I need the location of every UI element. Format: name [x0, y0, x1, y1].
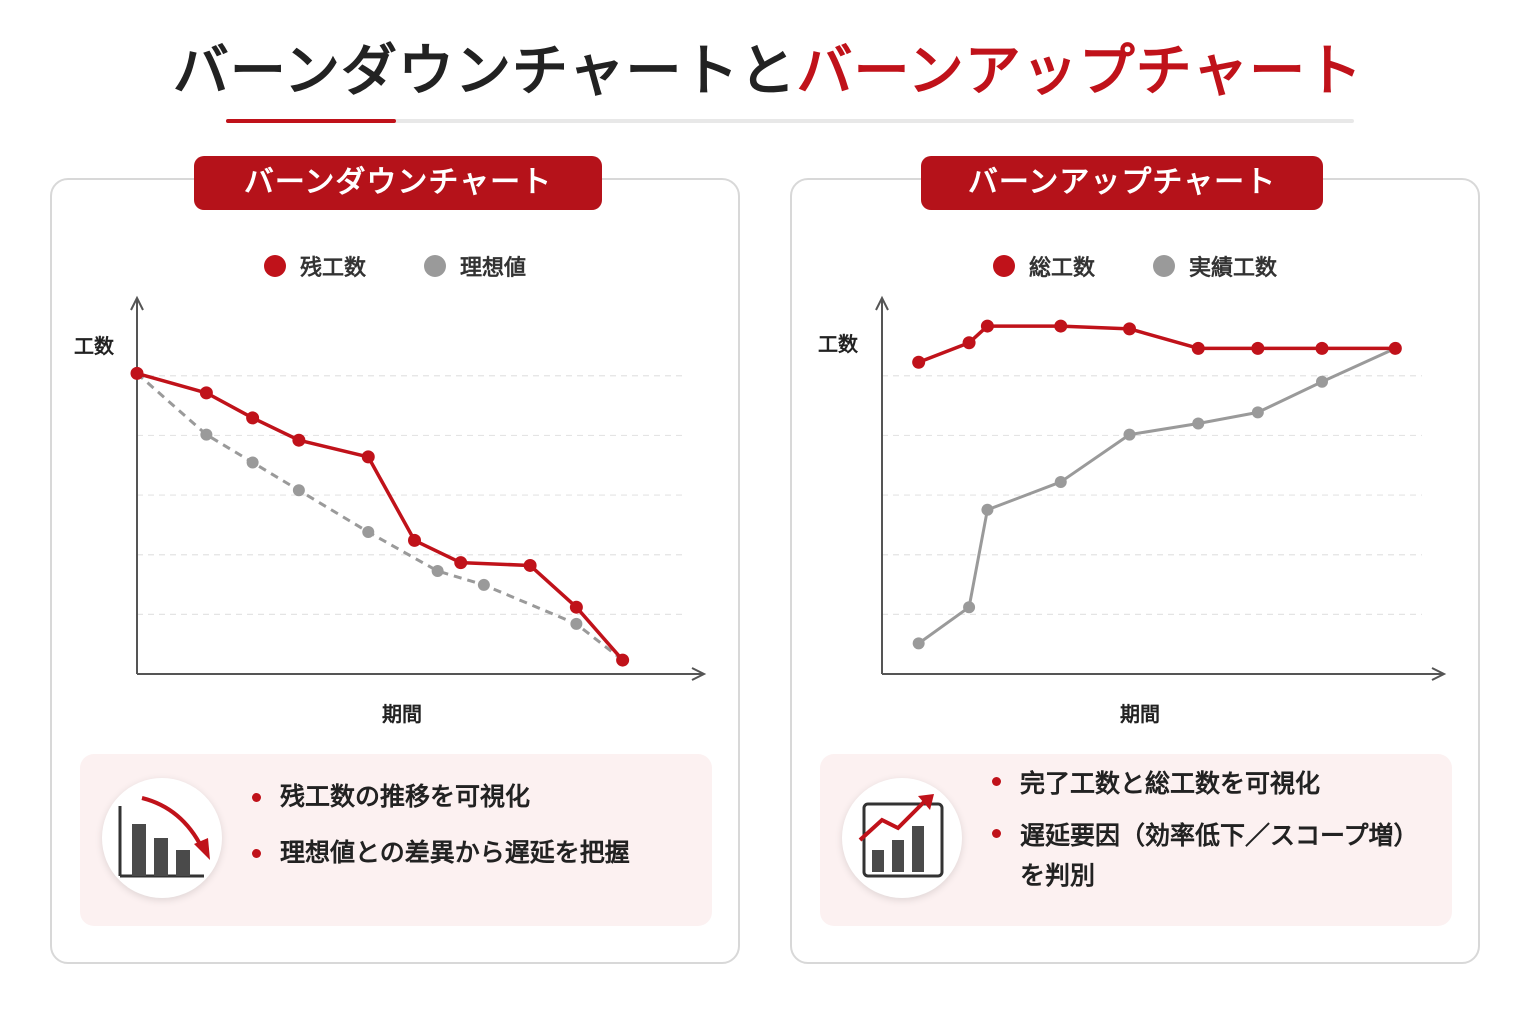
- burnup-point-1-5: [1192, 417, 1205, 430]
- burndown-point-0-6: [454, 556, 468, 570]
- burnup-legend: 総工数 実績工数: [792, 250, 1478, 282]
- burndown-notes: 残工数の推移を可視化 理想値との差異から遅延を把握: [80, 754, 712, 926]
- burnup-point-0-8: [1388, 341, 1402, 355]
- burnup-point-1-2: [981, 503, 994, 516]
- burndown-series-line-1: [136, 372, 624, 662]
- burnup-point-1-6: [1251, 406, 1264, 419]
- legend-label-ideal: 理想値: [460, 256, 527, 281]
- burndown-y-axis-label: 工数: [74, 334, 114, 358]
- burndown-point-0-4: [361, 450, 375, 464]
- burnup-point-0-0: [912, 355, 926, 369]
- burndown-point-0-2: [246, 411, 260, 425]
- burnup-point-0-6: [1251, 341, 1265, 355]
- legend-dot-remaining: [263, 255, 286, 277]
- burndown-series-line-0: [136, 371, 624, 662]
- burndown-point-1-5: [431, 565, 444, 578]
- legend-dot-ideal: [424, 255, 446, 277]
- burndown-panel: バーンダウンチャート 残工数 理想値 工数 期間 残工数の推移を可視化: [50, 156, 740, 964]
- burnup-chart-icon: [842, 778, 962, 898]
- burnup-point-1-3: [1054, 475, 1067, 488]
- burndown-point-1-4: [362, 526, 375, 539]
- legend-label-remaining: 残工数: [299, 256, 366, 281]
- burnup-y-axis-arrow: [875, 295, 889, 311]
- burndown-point-0-7: [523, 558, 537, 572]
- legend-label-total: 総工数: [1028, 256, 1095, 281]
- burndown-point-0-3: [292, 433, 306, 447]
- title-black: バーンダウンチャートと: [172, 39, 797, 104]
- burndown-point-0-9: [616, 653, 630, 667]
- burnup-point-0-1: [962, 336, 976, 350]
- burndown-point-0-8: [569, 600, 583, 614]
- legend-item-actual: 実績工数: [1153, 250, 1277, 282]
- title-underline: [226, 119, 1354, 123]
- burndown-bullet: 残工数の推移を可視化: [250, 780, 692, 814]
- legend-label-actual: 実績工数: [1189, 256, 1278, 281]
- burnup-y-axis-label: 工数: [818, 332, 858, 356]
- burnup-point-1-7: [1316, 375, 1328, 388]
- legend-dot-total: [992, 255, 1015, 277]
- title-red: バーンアップチャート: [796, 39, 1364, 104]
- burnup-point-1-1: [963, 601, 976, 614]
- burndown-point-0-5: [408, 533, 421, 547]
- page-title: バーンダウンチャートとバーンアップチャート: [0, 36, 1536, 108]
- title-underline-accent: [226, 119, 396, 123]
- burndown-point-1-7: [570, 617, 583, 630]
- burndown-point-0-1: [199, 386, 213, 400]
- burndown-x-axis-arrow: [691, 667, 707, 681]
- burndown-chart-icon: [102, 778, 222, 898]
- burnup-point-0-7: [1315, 341, 1329, 355]
- burnup-point-1-4: [1123, 428, 1136, 441]
- burndown-point-1-6: [477, 578, 490, 591]
- burndown-bullet: 理想値との差異から遅延を把握: [250, 836, 692, 870]
- burndown-point-1-3: [292, 484, 305, 497]
- burndown-panel-tag: バーンダウンチャート: [194, 156, 602, 210]
- legend-item-total: 総工数: [992, 250, 1095, 282]
- burnup-chart: [875, 295, 1447, 681]
- legend-dot-actual: [1153, 255, 1175, 277]
- burnup-panel-tag: バーンアップチャート: [921, 156, 1323, 210]
- burnup-bullet-list: 完了工数と総工数を可視化 遅延要因（効率低下／スコープ増）を判別: [990, 764, 1432, 908]
- burndown-bullet-list: 残工数の推移を可視化 理想値との差異から遅延を把握: [250, 780, 692, 892]
- burnup-point-1-0: [912, 637, 925, 650]
- burnup-bullet: 遅延要因（効率低下／スコープ増）を判別: [990, 816, 1432, 896]
- burndown-legend: 残工数 理想値: [52, 250, 738, 282]
- burnup-series-line-1: [917, 346, 1396, 645]
- burndown-x-axis-label: 期間: [382, 702, 422, 726]
- legend-item-remaining: 残工数: [263, 250, 366, 282]
- legend-item-ideal: 理想値: [424, 250, 526, 282]
- burndown-y-axis-arrow: [130, 295, 144, 311]
- burnup-panel: バーンアップチャート 総工数 実績工数 工数 期間 完了工数と総工数を可視化: [790, 156, 1480, 964]
- burndown-point-1-2: [246, 456, 259, 469]
- burnup-x-axis-arrow: [1431, 667, 1447, 681]
- burndown-point-0-0: [130, 366, 144, 380]
- burnup-x-axis-label: 期間: [1120, 702, 1160, 726]
- burnup-point-0-5: [1191, 341, 1205, 355]
- burnup-point-0-4: [1123, 322, 1136, 336]
- burnup-bullet: 完了工数と総工数を可視化: [990, 764, 1432, 804]
- burnup-notes: 完了工数と総工数を可視化 遅延要因（効率低下／スコープ増）を判別: [820, 754, 1452, 926]
- burndown-point-1-1: [200, 428, 213, 441]
- burnup-point-0-2: [980, 319, 994, 333]
- burnup-point-0-3: [1054, 319, 1068, 333]
- burndown-chart: [130, 295, 707, 681]
